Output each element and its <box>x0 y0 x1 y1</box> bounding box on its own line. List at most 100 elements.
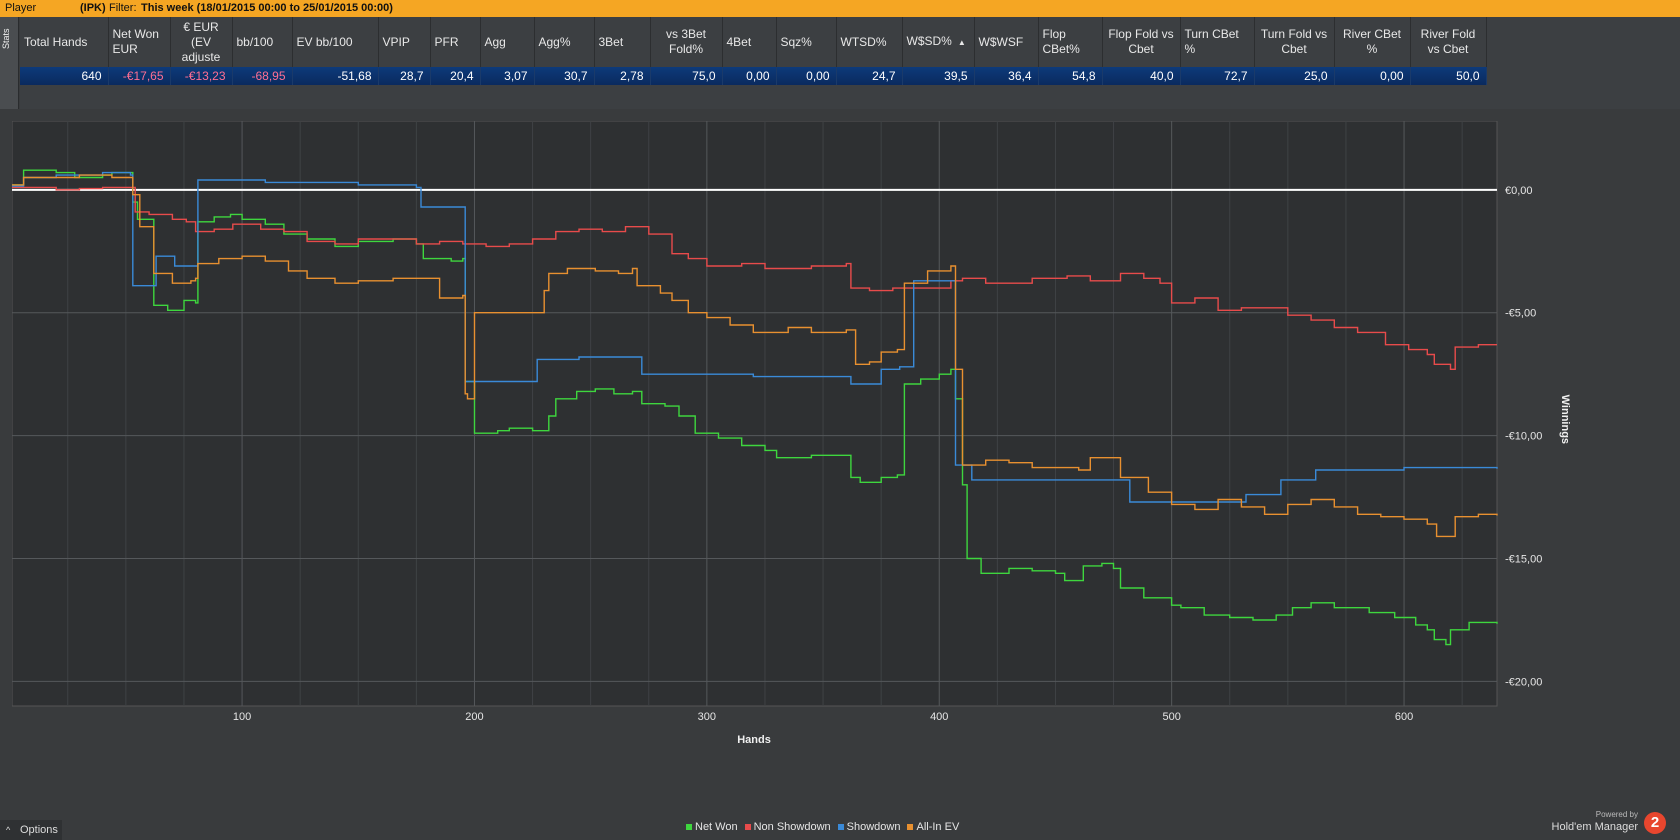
column-header[interactable]: Turn Fold vs Cbet <box>1254 17 1335 67</box>
options-button[interactable]: ^ Options <box>0 820 62 840</box>
stat-value: 640 <box>20 67 109 85</box>
legend-swatch <box>686 824 692 831</box>
hm2-logo-icon: 2 <box>1644 812 1666 834</box>
column-header[interactable]: 4Bet <box>722 17 777 67</box>
legend-item[interactable]: Non Showdown <box>744 820 831 834</box>
y-tick-label: -€20,00 <box>1505 676 1542 688</box>
stat-value: 36,4 <box>974 67 1039 85</box>
x-tick-label: 600 <box>1395 711 1413 723</box>
column-header[interactable]: EV bb/100 <box>292 17 379 67</box>
column-header[interactable]: Agg <box>480 17 535 67</box>
legend-label: All-In EV <box>916 821 960 833</box>
player-code: (IPK) <box>80 2 106 14</box>
column-header[interactable]: WTSD% <box>836 17 903 67</box>
legend-swatch <box>907 824 914 831</box>
stats-panel: Total Hands Net Won EUR € EUR (EV adjuste b… <box>20 17 1680 109</box>
column-header[interactable]: Total Hands <box>20 17 109 67</box>
caret-up-icon: ^ <box>6 825 11 835</box>
legend-label: Non Showdown <box>753 821 831 833</box>
x-tick-label: 400 <box>930 711 948 723</box>
series-line-all-in-ev <box>12 174 1498 538</box>
y-tick-label: €0,00 <box>1505 185 1533 197</box>
x-tick-label: 200 <box>465 711 483 723</box>
stat-value: 25,0 <box>1254 67 1335 85</box>
title-bar: Player (IPK) Filter: This week (18/01/20… <box>0 0 1680 17</box>
y-tick-label: -€10,00 <box>1505 431 1542 443</box>
legend-label: Showdown <box>846 821 901 833</box>
column-header[interactable]: W$WSF <box>974 17 1039 67</box>
stat-value: 3,07 <box>480 67 535 85</box>
column-header-label: vs 3Bet Fold% <box>665 27 707 56</box>
column-header-label: Agg% <box>538 34 571 49</box>
stat-value: -68,95 <box>232 67 293 85</box>
legend-item[interactable]: All-In EV <box>907 820 959 834</box>
legend-item[interactable]: Showdown <box>837 820 901 834</box>
stat-value: 2,78 <box>594 67 651 85</box>
y-tick-label: -€15,00 <box>1505 554 1542 566</box>
column-header[interactable]: River CBet % <box>1334 17 1411 67</box>
powered-by-text: Powered by <box>1595 810 1638 819</box>
x-tick-label: 300 <box>698 711 716 723</box>
column-header[interactable]: 3Bet <box>594 17 651 67</box>
column-header-label: PFR <box>434 34 459 49</box>
stats-table: Total Hands Net Won EUR € EUR (EV adjuste b… <box>20 17 1487 85</box>
column-header[interactable]: VPIP <box>378 17 431 67</box>
column-header-label: VPIP <box>382 34 410 49</box>
column-header[interactable]: bb/100 <box>232 17 293 67</box>
column-header[interactable]: € EUR (EV adjuste <box>170 17 233 67</box>
stat-value: -€17,65 <box>108 67 171 85</box>
column-header-label: River Fold vs Cbet <box>1420 27 1476 56</box>
stat-value: 0,00 <box>722 67 777 85</box>
column-header-label: W$WSF <box>978 34 1024 49</box>
brand-logo: Powered by Hold'em Manager 2 <box>1530 807 1670 837</box>
stat-value: 50,0 <box>1410 67 1487 85</box>
filter-value[interactable]: This week (18/01/2015 00:00 to 25/01/201… <box>141 2 393 14</box>
x-tick-label: 100 <box>233 711 251 723</box>
column-header-label: Turn CBet % <box>1184 27 1239 56</box>
column-header[interactable]: Flop CBet% <box>1038 17 1103 67</box>
stat-value: -51,68 <box>292 67 379 85</box>
column-header[interactable]: Agg% <box>534 17 595 67</box>
column-header-label: € EUR (EV adjuste <box>181 19 221 64</box>
column-header[interactable]: Sqz% <box>776 17 837 67</box>
stat-value: 28,7 <box>378 67 431 85</box>
column-header[interactable]: Turn CBet % <box>1180 17 1255 67</box>
column-header[interactable]: River Fold vs Cbet <box>1410 17 1487 67</box>
legend-swatch <box>837 824 844 831</box>
stats-tab-label: Stats <box>1 28 11 49</box>
column-header-label: Turn Fold vs Cbet <box>1260 27 1328 56</box>
column-header-label: Sqz% <box>780 34 812 49</box>
stat-value: 72,7 <box>1180 67 1255 85</box>
column-header[interactable]: PFR <box>430 17 481 67</box>
y-tick-label: -€5,00 <box>1505 308 1536 320</box>
series-line-net-won <box>12 169 1498 646</box>
stat-value: -€13,23 <box>170 67 233 85</box>
stats-tab[interactable]: Stats <box>0 17 19 109</box>
plot-area <box>11 120 1498 707</box>
y-axis-label: Winnings <box>1559 395 1571 444</box>
stats-header-row: Total Hands Net Won EUR € EUR (EV adjuste b… <box>20 17 1487 67</box>
column-header-label: Agg <box>484 34 506 49</box>
stat-value: 54,8 <box>1038 67 1103 85</box>
column-header-label: W$SD% <box>906 34 952 48</box>
column-header[interactable]: vs 3Bet Fold% <box>650 17 723 67</box>
column-header-label: WTSD% <box>840 34 887 49</box>
column-header-label: Net Won EUR <box>112 27 159 56</box>
stats-data-row[interactable]: 640 -€17,65 -€13,23 -68,95 -51,68 28,7 20,4 3,0… <box>20 67 1487 85</box>
column-header[interactable]: Net Won EUR <box>108 17 171 67</box>
legend-item[interactable]: Net Won <box>686 820 738 834</box>
stat-value: 24,7 <box>836 67 903 85</box>
column-header[interactable]: W$SD% ▲ <box>902 17 975 67</box>
stat-value: 30,7 <box>534 67 595 85</box>
x-tick-label: 500 <box>1162 711 1180 723</box>
sort-ascending-icon: ▲ <box>957 38 966 47</box>
chart-svg: €0,00 -€5,00 -€10,00 -€15,00 -€20,00 100 200 30… <box>11 120 1571 746</box>
column-header-label: Total Hands <box>24 34 88 49</box>
stat-value: 20,4 <box>430 67 481 85</box>
column-header[interactable]: Flop Fold vs Cbet <box>1102 17 1181 67</box>
stat-value: 39,5 <box>902 67 975 85</box>
column-header-label: Flop CBet% <box>1042 27 1080 56</box>
winnings-chart: €0,00 -€5,00 -€10,00 -€15,00 -€20,00 100 200 30… <box>11 120 1572 751</box>
legend-swatch <box>744 824 751 831</box>
stat-value: 75,0 <box>650 67 723 85</box>
